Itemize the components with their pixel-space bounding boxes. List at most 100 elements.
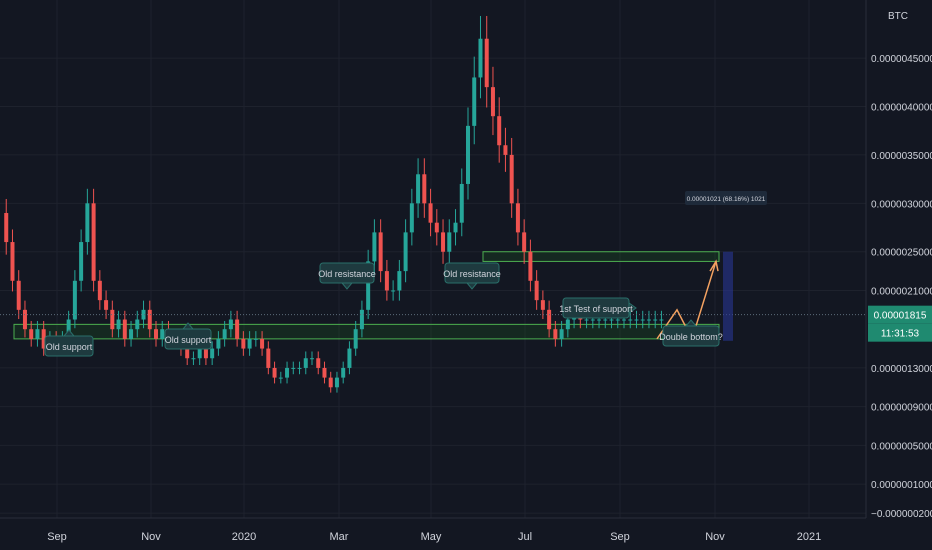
callout-pointer bbox=[684, 319, 698, 327]
candle-body bbox=[129, 329, 134, 339]
candle-body bbox=[384, 271, 389, 291]
candle-body bbox=[540, 300, 545, 310]
candle-body bbox=[441, 232, 446, 252]
candle-body bbox=[22, 309, 27, 330]
candle-body bbox=[216, 338, 221, 349]
candle-body bbox=[272, 367, 277, 378]
last-price-text: 0.00001815 bbox=[874, 311, 927, 322]
projection-arrowhead bbox=[709, 259, 719, 272]
price-tick: 0.0000021000 bbox=[871, 286, 932, 297]
candle-body bbox=[104, 300, 109, 310]
callout-text: Old resistance bbox=[318, 269, 376, 279]
candle-body bbox=[322, 367, 327, 378]
candle-body bbox=[478, 38, 483, 78]
candle-body bbox=[241, 338, 246, 349]
candle-body bbox=[391, 290, 396, 292]
price-tick: 0.0000013000 bbox=[871, 364, 932, 375]
candle-body bbox=[228, 319, 233, 330]
candle-body bbox=[122, 319, 127, 339]
candle-body bbox=[147, 309, 152, 330]
callout-text: Old support bbox=[46, 342, 93, 352]
callout-box bbox=[164, 328, 212, 350]
grid-lines bbox=[0, 0, 866, 518]
candle-body bbox=[316, 358, 321, 368]
time-axis[interactable]: Sep Nov 2020 Mar May Jul Sep Nov 2021 bbox=[0, 517, 866, 543]
candle-body bbox=[79, 242, 84, 281]
candle-body bbox=[29, 329, 34, 339]
candle-body bbox=[334, 377, 339, 388]
candle-body bbox=[397, 271, 402, 291]
time-tick: 2021 bbox=[797, 531, 821, 543]
price-tick: 0.0000005000 bbox=[871, 441, 932, 452]
candle-body bbox=[278, 377, 283, 379]
projection-line bbox=[656, 261, 717, 341]
candle-body bbox=[509, 154, 514, 204]
callout-box bbox=[444, 262, 500, 284]
candle-body bbox=[628, 319, 633, 321]
price-tick: −0.0000002000 bbox=[871, 509, 932, 520]
callout: Old support bbox=[164, 322, 212, 350]
price-badges: 0.00001815 11:31:53 bbox=[868, 305, 932, 342]
candle-body bbox=[484, 38, 489, 88]
candle-body bbox=[528, 251, 533, 281]
candle-body bbox=[285, 367, 290, 378]
candle-body bbox=[4, 213, 9, 243]
candle-body bbox=[659, 319, 664, 321]
candle-body bbox=[41, 329, 46, 349]
candle-body bbox=[353, 329, 358, 349]
candle-body bbox=[366, 261, 371, 310]
time-tick: May bbox=[421, 531, 442, 543]
candle-body bbox=[597, 319, 602, 321]
candle-body bbox=[203, 348, 208, 359]
candle-body bbox=[409, 203, 414, 233]
candle-body bbox=[622, 319, 626, 321]
candle-body bbox=[416, 174, 421, 204]
candle-body bbox=[160, 329, 165, 339]
candle-body bbox=[154, 329, 158, 339]
annotation-callouts: Old support Old support Old resistance Old … bbox=[44, 191, 767, 357]
callout: Old support bbox=[44, 329, 94, 357]
callout-text: Double bottom? bbox=[659, 332, 723, 342]
candle-body bbox=[222, 329, 227, 339]
candle-body bbox=[10, 242, 15, 281]
measure-label-bg bbox=[685, 191, 767, 205]
candle-body bbox=[428, 203, 433, 223]
measure-label-text: 0.00001021 (68.16%) 1021 bbox=[687, 196, 766, 203]
countdown-text: 11:31:53 bbox=[881, 329, 920, 340]
candle-body bbox=[297, 367, 302, 369]
candle-body bbox=[328, 377, 333, 388]
time-tick: Sep bbox=[47, 531, 67, 543]
candle-body bbox=[16, 280, 21, 310]
candle-body bbox=[403, 232, 408, 272]
callout-pointer bbox=[340, 282, 354, 290]
callout-text: Old support bbox=[165, 335, 212, 345]
candle-body bbox=[646, 319, 651, 321]
candle-body bbox=[559, 329, 564, 339]
candle-body bbox=[453, 222, 458, 233]
candle-body bbox=[503, 145, 508, 155]
candle-body bbox=[447, 232, 452, 252]
time-tick: Nov bbox=[705, 531, 725, 543]
time-tick: Sep bbox=[610, 531, 630, 543]
price-axis[interactable]: BTC 0.0000045000 0.0000040000 0.0000035000 0… bbox=[865, 0, 932, 520]
candle-body bbox=[247, 338, 252, 349]
candle-body bbox=[253, 338, 258, 340]
callout-box bbox=[562, 297, 630, 319]
candle-body bbox=[522, 232, 527, 252]
candle-body bbox=[91, 203, 96, 281]
candle-body bbox=[615, 319, 620, 321]
candle-body bbox=[603, 319, 608, 321]
candle-body bbox=[653, 319, 658, 321]
candle-body bbox=[459, 183, 464, 223]
measure-tool bbox=[723, 251, 733, 341]
callout: 1st Test of support bbox=[559, 297, 637, 319]
candle-body bbox=[210, 348, 215, 359]
last-price-badge bbox=[868, 305, 932, 324]
candle-body bbox=[97, 280, 102, 301]
candle-body bbox=[609, 319, 614, 321]
measure-bar bbox=[723, 251, 733, 341]
callout: Old resistance bbox=[443, 262, 501, 290]
price-tick: 0.0000009000 bbox=[871, 403, 932, 414]
callout-box bbox=[44, 335, 94, 357]
